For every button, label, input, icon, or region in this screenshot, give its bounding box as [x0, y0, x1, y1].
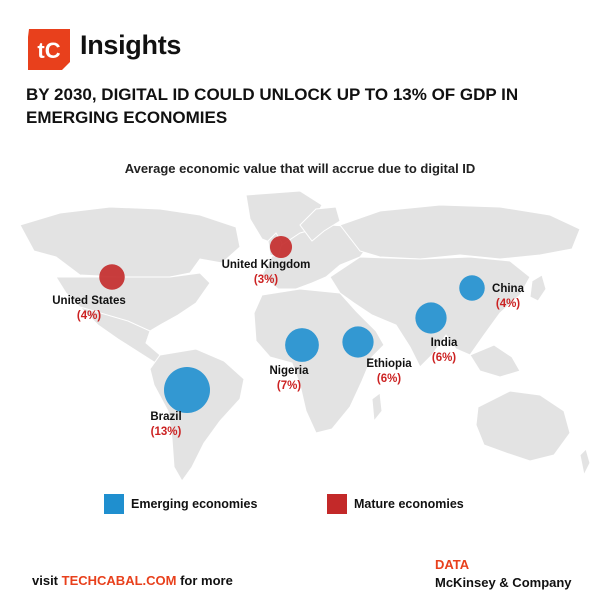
data-source: McKinsey & Company [435, 575, 572, 590]
new-zealand-shape [579, 448, 591, 477]
legend-label-emerging: Emerging economies [131, 497, 258, 511]
bubble-india [415, 302, 447, 334]
country-name: Brazil [150, 411, 182, 423]
country-label-united-states: United States (4%) [49, 294, 129, 324]
bubble-nigeria [285, 328, 319, 362]
country-value: (4%) [495, 298, 521, 310]
country-name: United States [52, 295, 126, 307]
country-label-ethiopia: Ethiopia (6%) [359, 357, 419, 387]
bubble-united-kingdom [269, 235, 293, 259]
country-value: (4%) [76, 310, 102, 322]
country-value: (13%) [150, 426, 182, 438]
legend-label-mature: Mature economies [354, 497, 464, 511]
scandinavia-shape [299, 206, 341, 242]
headline: BY 2030, DIGITAL ID COULD UNLOCK UP TO 1… [26, 85, 519, 127]
canada-shape [19, 206, 241, 278]
logo-text: tC [37, 38, 60, 63]
japan-shape [529, 274, 547, 302]
country-name: India [430, 337, 458, 349]
country-label-china: China (4%) [483, 282, 533, 312]
country-value: (3%) [253, 274, 279, 286]
bubble-brazil [164, 367, 210, 413]
bubble-layer [99, 235, 485, 413]
country-label-brazil: Brazil (13%) [136, 410, 196, 440]
legend-swatch-mature [327, 494, 347, 514]
country-name: United Kingdom [221, 259, 311, 271]
country-name: China [492, 283, 524, 295]
australia-shape [475, 390, 571, 462]
data-title: DATA [435, 557, 470, 572]
bubble-united-states [99, 264, 125, 290]
southeast-asia-shape [469, 344, 521, 378]
country-name: Nigeria [269, 365, 309, 377]
visit-text: visit TECHCABAL.COM for more [32, 573, 233, 588]
country-value: (6%) [431, 352, 457, 364]
techcabal-link[interactable]: TECHCABAL.COM [61, 573, 177, 588]
country-name: Ethiopia [366, 358, 412, 370]
bubble-ethiopia [342, 326, 374, 358]
chart-subtitle: Average economic value that will accrue … [124, 161, 476, 176]
madagascar-shape [371, 392, 383, 423]
russia-shape [339, 204, 581, 260]
africa-shape [253, 288, 385, 434]
country-value: (6%) [376, 373, 402, 385]
techcabal-logo: tC [28, 29, 70, 70]
country-label-india: India (6%) [419, 336, 469, 366]
bubble-china [459, 275, 485, 301]
legend-swatch-emerging [104, 494, 124, 514]
country-label-nigeria: Nigeria (7%) [259, 364, 319, 394]
country-value: (7%) [276, 380, 302, 392]
brand-name: Insights [80, 30, 182, 60]
country-label-united-kingdom: United Kingdom (3%) [218, 258, 314, 288]
